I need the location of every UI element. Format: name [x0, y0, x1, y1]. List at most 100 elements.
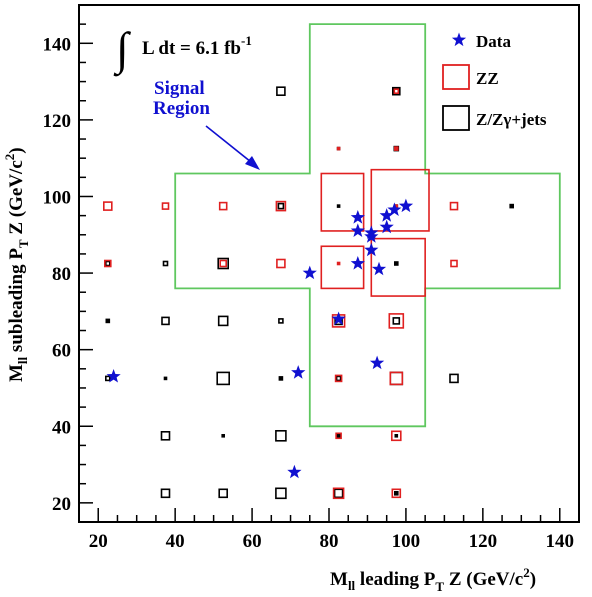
data-stars: [106, 198, 414, 479]
data-point-star: [350, 223, 365, 237]
zjets-box: [163, 376, 168, 381]
zz-box: [388, 313, 405, 329]
zjets-box: [394, 433, 399, 438]
legend: Data ZZ Z/Zγ+jets: [442, 32, 547, 131]
zz-box: [104, 259, 112, 268]
zjets-box: [105, 318, 111, 324]
zjets-box: [392, 317, 401, 325]
zz-box: [335, 432, 342, 440]
zz-box: [219, 259, 227, 268]
legend-data-label: Data: [476, 32, 511, 51]
x-tick-label: 120: [469, 531, 498, 552]
y-tick-label: 60: [52, 341, 71, 362]
legend-zz-marker: [442, 64, 470, 90]
zz-box: [389, 371, 404, 386]
zjets-box: [218, 488, 228, 499]
luminosity-exponent: -1: [241, 33, 252, 48]
data-point-star: [331, 311, 346, 326]
zjets-box: [162, 260, 169, 267]
zjets-box: [105, 375, 111, 382]
signal-region-layer: [174, 23, 561, 428]
legend-data-marker: [451, 32, 467, 47]
zz-box: [275, 200, 287, 212]
data-point-star: [398, 198, 414, 213]
zjets-box: [276, 86, 286, 96]
zjets-box: [161, 316, 170, 326]
data-point-star: [364, 225, 379, 239]
x-tick-label: 100: [392, 531, 421, 552]
y-axis-label: Mll subleading PT Z (GeV/c2): [2, 147, 31, 382]
signal-region-outline: [174, 23, 561, 428]
zjets-box: [217, 257, 229, 270]
zz-box: [450, 259, 458, 268]
signal-region-label-line2: Region: [153, 98, 210, 119]
x-tick-label: 60: [243, 531, 262, 552]
zz-box: [336, 146, 341, 151]
y-tick-label: 140: [43, 34, 72, 55]
zz-box: [276, 258, 286, 269]
signal-subregion-box-4: [370, 237, 426, 297]
legend-zjets-label: Z/Zγ+jets: [476, 110, 547, 129]
zjets-box: [160, 488, 171, 499]
zjets-box: [336, 204, 341, 208]
zjets-box: [278, 376, 284, 381]
data-point-star: [106, 369, 121, 383]
x-tick-label: 80: [320, 531, 339, 552]
data-point-star: [369, 355, 385, 370]
data-point-star: [364, 242, 379, 257]
y-tick-label: 80: [52, 264, 71, 285]
zz-boxes: [103, 88, 459, 500]
zjets-box: [275, 487, 287, 500]
zjets-box: [221, 433, 225, 438]
signal-subregion-box-1: [320, 172, 365, 232]
luminosity-text: L dt = 6.1 fb: [142, 38, 241, 59]
zz-box: [336, 261, 341, 266]
zjets-box: [277, 202, 285, 210]
zz-box: [393, 88, 400, 94]
zz-box: [218, 201, 228, 211]
luminosity-label: L dt = 6.1 fb-1: [142, 33, 252, 59]
zz-box: [334, 374, 343, 383]
zjets-box: [335, 375, 342, 382]
zz-box: [390, 430, 402, 442]
legend-star-icon: [451, 32, 467, 47]
zz-box: [332, 487, 345, 500]
y-tick-label: 100: [43, 187, 72, 208]
signal-region-label-line1: Signal: [154, 78, 205, 99]
zz-box: [393, 146, 399, 151]
zjets-box: [509, 203, 515, 209]
integral-sign: ∫: [113, 23, 131, 77]
x-tick-label: 40: [166, 531, 185, 552]
zz-box: [103, 201, 113, 211]
x-tick-label: 20: [89, 531, 108, 552]
axis-ticks: 20 40 60 80 100 120 140 20 40 60 80 100 120 140: [43, 4, 580, 552]
y-tick-label: 20: [52, 494, 71, 515]
zjets-box: [393, 261, 399, 266]
zjets-box: [278, 318, 284, 324]
y-tick-label: 40: [52, 417, 71, 438]
zjets-box: [336, 433, 341, 439]
zz-box: [161, 202, 170, 210]
zjets-box: [391, 86, 401, 96]
x-tick-label: 140: [546, 531, 575, 552]
zjets-box: [393, 490, 399, 496]
zjets-box: [275, 429, 287, 442]
zjets-box: [333, 488, 344, 499]
data-point-star: [350, 210, 365, 224]
data-point-star: [371, 261, 387, 276]
zjets-box: [216, 371, 230, 386]
signal-region-arrow: [205, 125, 260, 170]
y-tick-label: 120: [43, 111, 72, 132]
legend-zz-label: ZZ: [476, 69, 499, 88]
signal-subregion-box-3: [320, 245, 365, 290]
data-point-star: [291, 365, 306, 379]
data-point-star: [379, 208, 394, 222]
data-point-star: [387, 202, 402, 216]
x-axis-label: Mll leading PT Z (GeV/c2): [330, 565, 536, 594]
zjets-box: [449, 373, 459, 384]
data-point-star: [287, 464, 302, 479]
legend-zjets-marker: [442, 105, 470, 131]
signal-subregion-box-2: [370, 168, 430, 232]
data-point-star: [302, 265, 317, 280]
